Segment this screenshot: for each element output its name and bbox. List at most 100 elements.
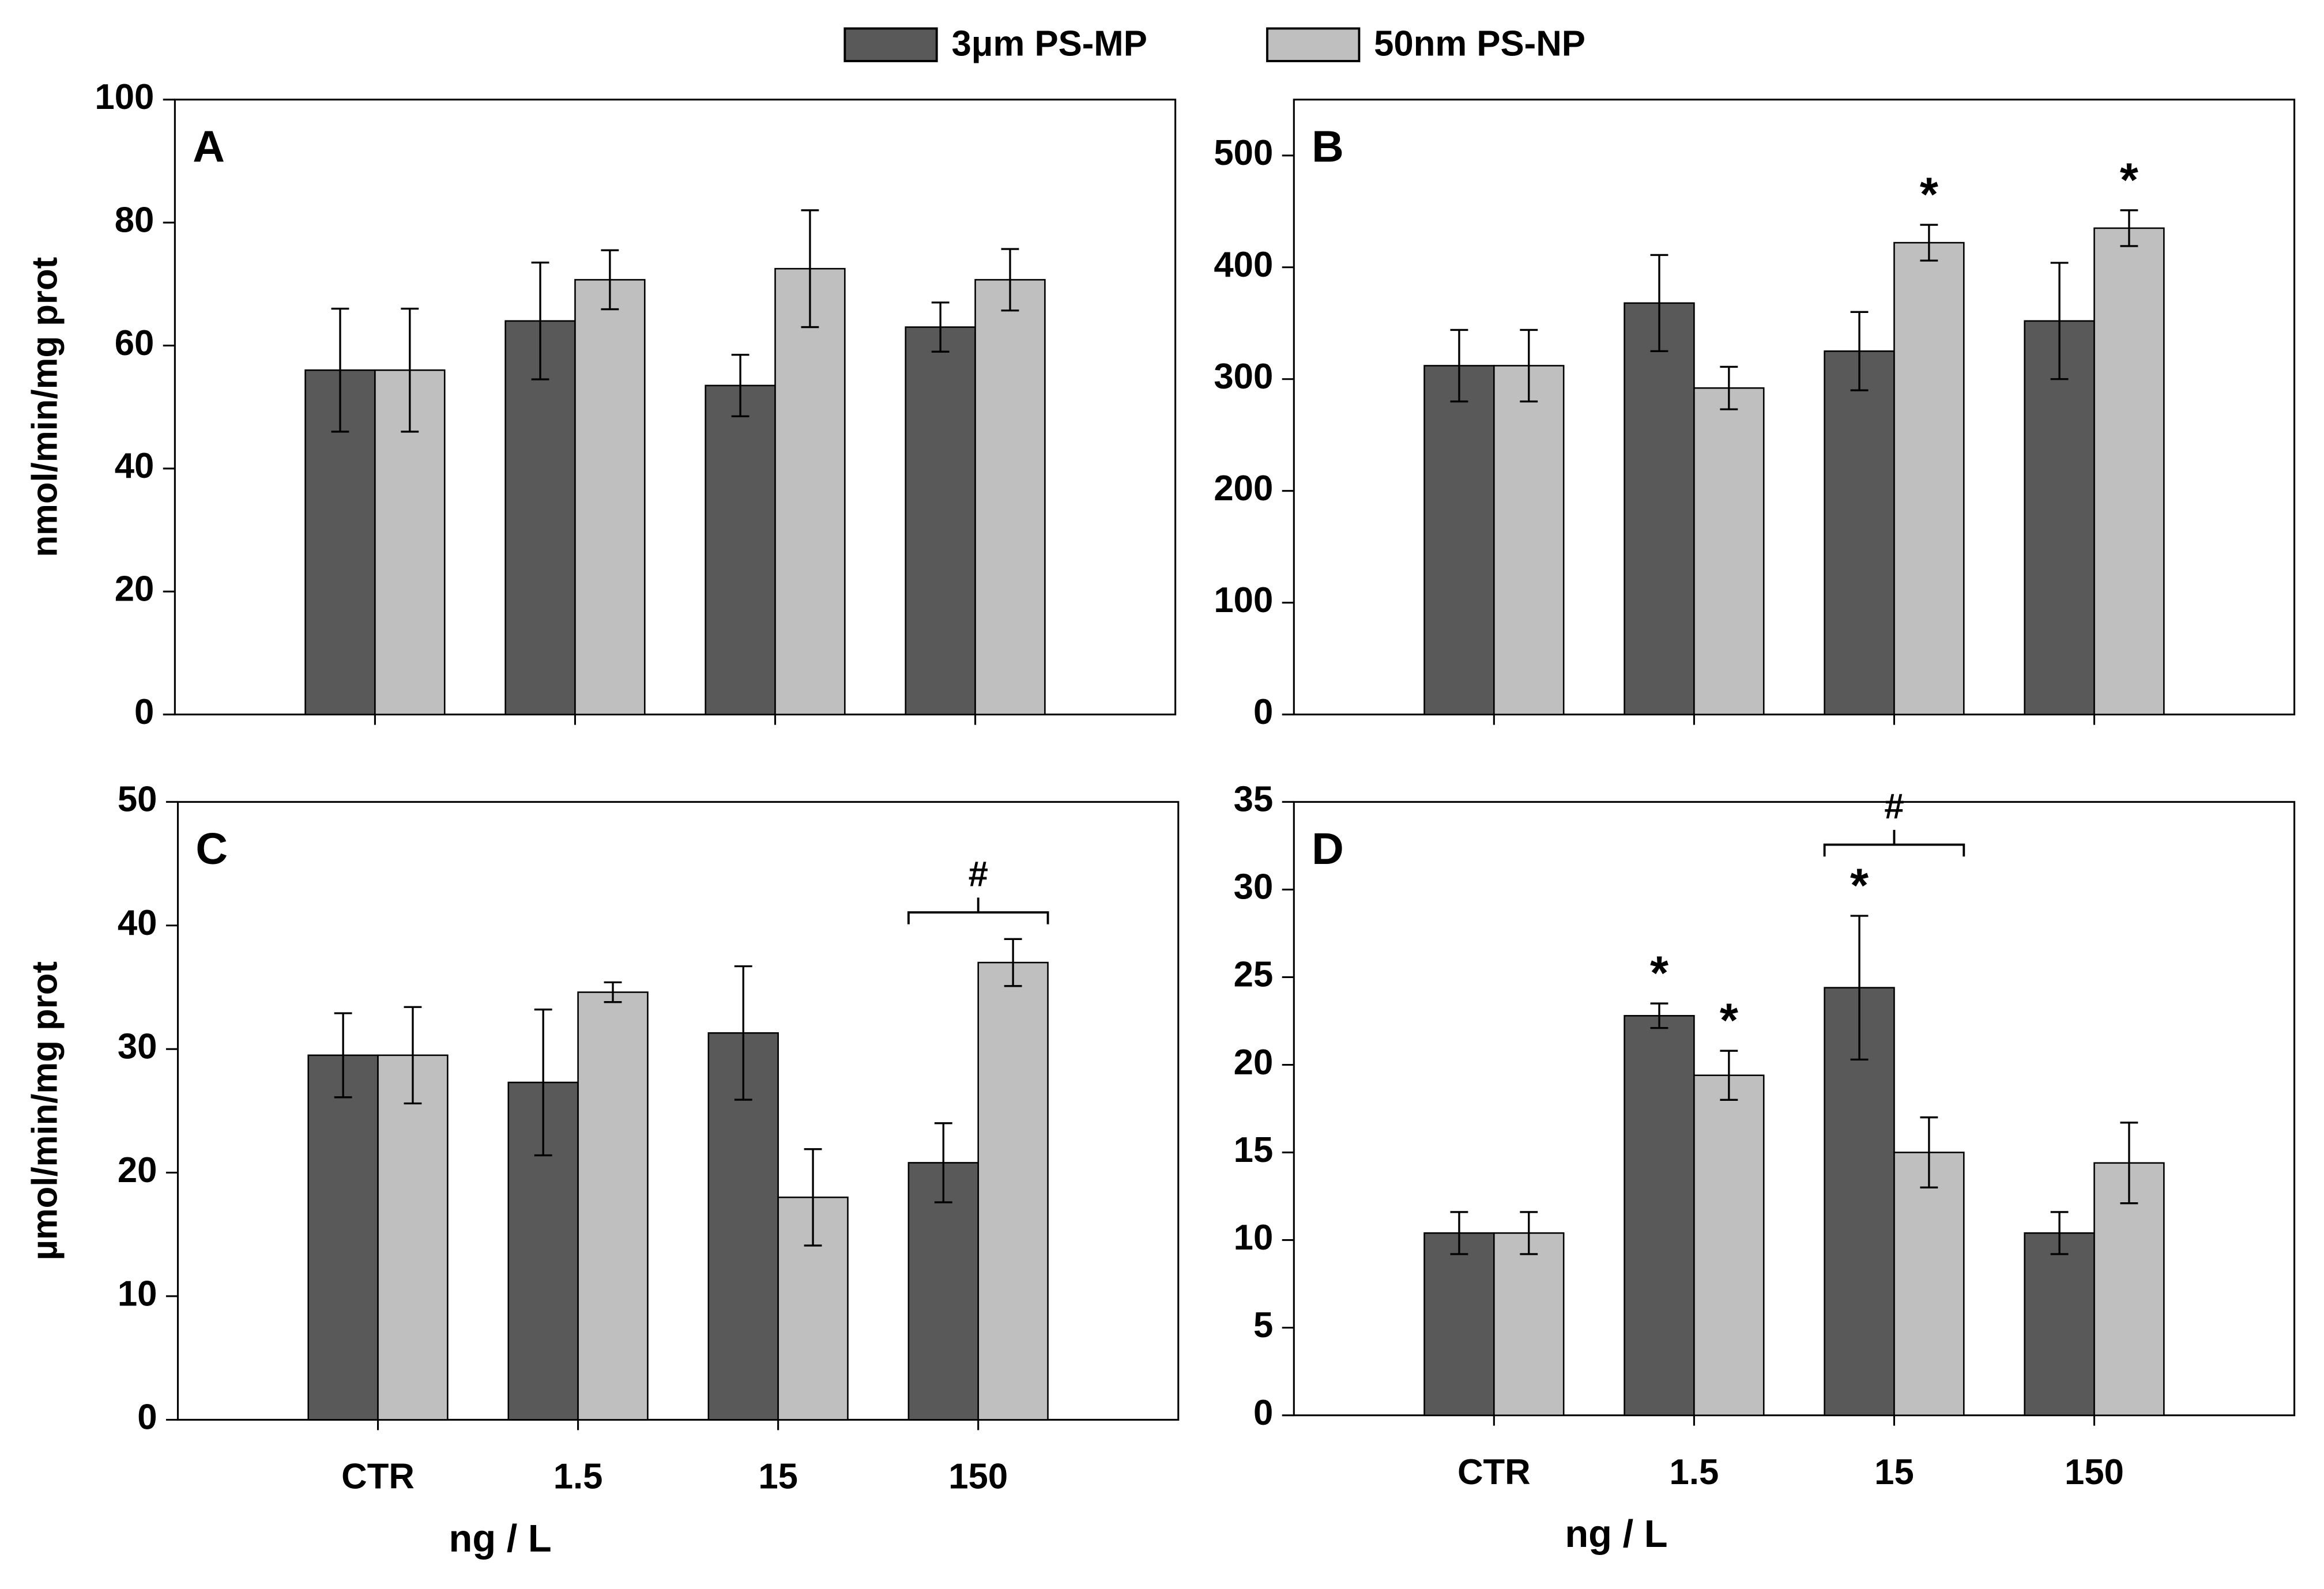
error-bar [331, 307, 349, 433]
x-tick-label: 15 [1874, 1452, 1914, 1492]
x-tick-label: CTR [1457, 1452, 1531, 1492]
bar [1493, 365, 1565, 715]
y-tick-label: 20 [115, 569, 155, 609]
y-tick-label: 80 [115, 200, 155, 240]
error-bar [404, 1006, 422, 1105]
bar [1824, 987, 1895, 1416]
y-tick-label: 0 [137, 1398, 157, 1437]
bar [2024, 1232, 2095, 1416]
bar [1624, 302, 1695, 715]
error-bar [531, 261, 549, 380]
y-tick-label: 10 [1234, 1218, 1274, 1258]
bar [1493, 1232, 1565, 1416]
error-bar [1720, 365, 1738, 410]
bar [1423, 1232, 1495, 1416]
bracket [907, 897, 1049, 924]
error-bar [1920, 1116, 1938, 1189]
plot-frame [176, 801, 1180, 1421]
error-bar [1450, 329, 1468, 403]
error-bar [334, 1012, 352, 1099]
bar [504, 320, 576, 715]
y-tick-label: 200 [1214, 469, 1273, 508]
error-bar [934, 1122, 952, 1203]
y-tick-label: 40 [118, 903, 157, 943]
error-bar [1920, 224, 1938, 262]
bar [977, 961, 1049, 1421]
bar [905, 326, 976, 715]
group-label: # [1884, 787, 1904, 826]
significance-marker: * [1720, 995, 1738, 1047]
y-tick-label: 15 [1234, 1130, 1274, 1170]
error-bar [401, 307, 419, 433]
bar [774, 267, 846, 715]
bar [1893, 1152, 1965, 1416]
significance-marker: * [1650, 948, 1668, 1000]
error-bar [1001, 248, 1019, 312]
error-bar [1720, 1050, 1738, 1101]
y-tick-label: 100 [95, 77, 154, 117]
bar [1693, 1074, 1765, 1416]
x-axis-label: ng / L [1565, 1512, 1667, 1556]
group-label: # [969, 855, 988, 894]
bar [307, 1054, 379, 1421]
error-bar [1850, 915, 1869, 1061]
bar [1624, 1015, 1695, 1416]
y-tick-label: 400 [1214, 245, 1273, 285]
y-axis-label: µmol/min/mg prot [25, 961, 65, 1260]
error-bar [2120, 1122, 2138, 1205]
significance-marker: * [1920, 169, 1938, 221]
y-tick-label: 20 [118, 1150, 157, 1190]
y-tick-label: 0 [1253, 692, 1273, 732]
error-bar [2050, 1211, 2069, 1255]
y-tick-label: 100 [1214, 580, 1273, 620]
significance-marker: * [2120, 154, 2138, 206]
error-bar [1650, 1002, 1668, 1029]
legend-label: 3μm PS-MP [951, 24, 1147, 64]
legend-swatch [843, 27, 938, 62]
plot-frame [1293, 801, 2296, 1417]
error-bar [601, 249, 619, 311]
error-bar [1650, 254, 1668, 352]
x-axis-label: ng / L [449, 1517, 552, 1560]
x-tick-label: 1.5 [1670, 1452, 1719, 1492]
error-bar [1850, 311, 1869, 391]
bar [577, 991, 649, 1421]
y-tick-label: 20 [1234, 1043, 1274, 1082]
bar [574, 279, 646, 715]
panel-label: C [195, 824, 228, 874]
bar [705, 384, 776, 715]
bar [1423, 365, 1495, 715]
error-bar [734, 965, 752, 1101]
x-tick-label: 15 [758, 1457, 798, 1497]
y-tick-label: 50 [118, 780, 157, 820]
y-tick-label: 10 [118, 1274, 157, 1314]
y-tick-label: 35 [1234, 780, 1274, 820]
error-bar [1004, 938, 1022, 987]
plot-frame [1293, 99, 2296, 716]
legend-swatch [1266, 27, 1361, 62]
y-tick-label: 40 [115, 446, 155, 486]
x-tick-label: 150 [2065, 1452, 2124, 1492]
y-tick-label: 0 [1253, 1393, 1273, 1433]
bar [2093, 227, 2165, 715]
y-tick-label: 0 [134, 692, 154, 732]
error-bar [2120, 209, 2138, 247]
error-bar [731, 353, 749, 417]
y-tick-label: 25 [1234, 955, 1274, 995]
bar [2093, 1162, 2165, 1416]
error-bar [931, 301, 950, 353]
x-tick-label: 150 [948, 1457, 1008, 1497]
bracket [1823, 829, 1965, 857]
panel-label: D [1312, 824, 1344, 874]
panel-label: A [193, 122, 225, 172]
bar [1693, 387, 1765, 715]
x-tick-label: 1.5 [553, 1457, 603, 1497]
error-bar [534, 1008, 552, 1157]
error-bar [2050, 262, 2069, 380]
error-bar [604, 981, 622, 1003]
bar [1893, 241, 1965, 715]
y-tick-label: 500 [1214, 133, 1273, 173]
error-bar [801, 209, 819, 329]
y-axis-label: nmol/min/mg prot [25, 257, 65, 557]
